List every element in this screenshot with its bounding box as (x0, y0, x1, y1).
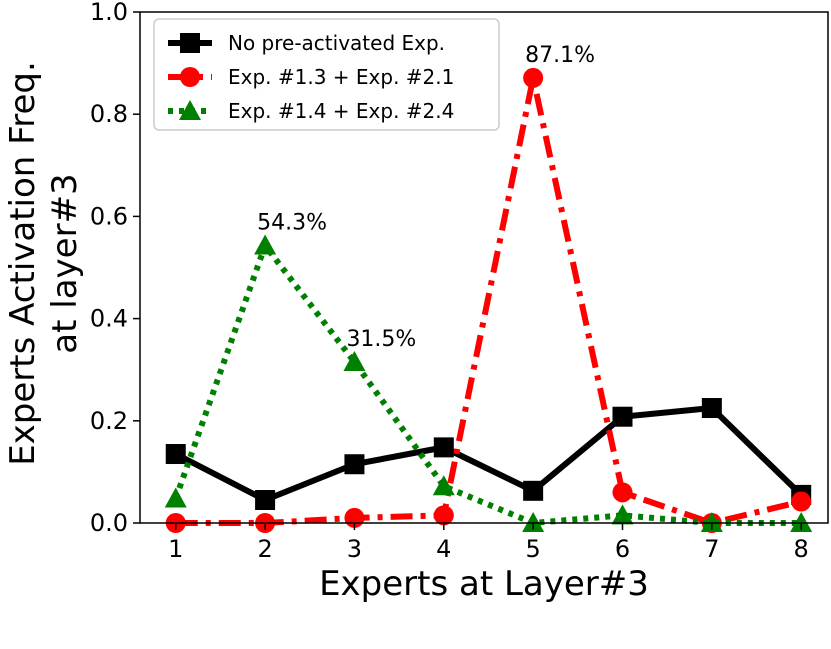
x-tick-label-4: 4 (436, 535, 451, 563)
legend-box (153, 18, 500, 131)
series-3-point-7 (700, 512, 723, 533)
x-tick-label-8: 8 (794, 535, 809, 563)
y-axis-title-line-1: Experts Activation Freq. (3, 61, 43, 466)
x-tick-label-7: 7 (704, 535, 719, 563)
legend: No pre-activated Exp. Exp. #1.3 + Exp. #2… (153, 18, 500, 131)
data-label-3: 31.5% (346, 327, 416, 352)
legend-label-3: Exp. #1.4 + Exp. #2.4 (228, 99, 454, 123)
x-tick-label-3: 3 (347, 535, 362, 563)
series-1-point-3 (344, 454, 365, 475)
legend-label-1: No pre-activated Exp. (228, 31, 445, 55)
series-3-point-2 (254, 234, 277, 255)
x-tick-label-1: 1 (168, 535, 183, 563)
x-tick-label-2: 2 (257, 535, 272, 563)
legend-label-2: Exp. #1.3 + Exp. #2.1 (228, 65, 454, 89)
series-1-point-5 (523, 480, 544, 501)
data-label-1: 87.1% (525, 43, 595, 68)
y-tick-label-0.8: 0.8 (90, 100, 128, 128)
series-3-point-5 (522, 512, 545, 533)
x-axis-title: Experts at Layer#3 (319, 564, 649, 604)
axes: 1 2 3 4 5 6 7 8 0.0 0.2 0.4 0.6 0.8 1.0 (90, 0, 829, 563)
legend-marker-2 (180, 67, 200, 87)
series-3-point-8 (790, 512, 813, 533)
series-line-3 (172, 242, 802, 526)
series-3-point-6 (611, 504, 634, 525)
y-tick-label-0.0: 0.0 (90, 509, 128, 537)
series-2-point-8 (791, 491, 812, 512)
plot-area: 87.1% 54.3% 31.5% (164, 43, 813, 533)
y-tick-label-0.6: 0.6 (90, 202, 128, 230)
series-2-point-6 (612, 482, 633, 503)
series-1-point-4 (433, 437, 454, 458)
series-3-point-3 (343, 351, 366, 372)
series-2-point-4 (433, 505, 454, 526)
series-1-point-2 (255, 490, 276, 511)
series-3-point-4 (432, 475, 455, 496)
axes-frame (139, 11, 829, 524)
data-label-2: 54.3% (257, 211, 327, 236)
y-tick-label-0.4: 0.4 (90, 305, 128, 333)
x-tick-label-6: 6 (615, 535, 630, 563)
legend-marker-1 (180, 33, 200, 53)
y-axis-title-line-2: at layer#3 (45, 173, 85, 353)
series-line-1 (174, 405, 804, 504)
x-tick-label-5: 5 (526, 535, 541, 563)
y-tick-label-1.0: 1.0 (90, 0, 128, 26)
series-1-point-7 (701, 398, 722, 419)
series-1-point-6 (612, 406, 633, 427)
y-tick-label-0.2: 0.2 (90, 407, 128, 435)
series-line-2 (175, 74, 802, 526)
series-2-point-5 (523, 67, 544, 88)
legend-marker-3 (179, 100, 201, 121)
series-3-point-1 (164, 487, 187, 508)
series-1-point-1 (165, 444, 186, 465)
